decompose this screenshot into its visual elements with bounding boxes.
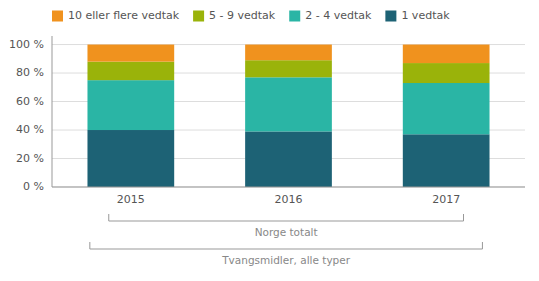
y-axis-line <box>52 36 53 187</box>
legend-label: 5 - 9 vedtak <box>209 9 276 22</box>
y-tick-label: 20 % <box>16 152 44 165</box>
legend-swatch <box>52 11 63 22</box>
annotation: Norge totalt <box>255 226 318 238</box>
bar-segment <box>87 130 174 187</box>
bracket <box>109 214 464 221</box>
bars <box>87 45 489 187</box>
legend: 10 eller flere vedtak 5 - 9 vedtak 2 - 4 v… <box>52 9 450 22</box>
y-tick-label: 80 % <box>16 66 44 79</box>
bar-segment <box>403 83 490 134</box>
bar-segment <box>245 77 332 131</box>
legend-swatch <box>385 11 396 22</box>
legend-swatch <box>289 11 300 22</box>
y-tick-label: 0 % <box>23 180 44 193</box>
grid <box>52 45 525 187</box>
bar-segment <box>403 134 490 187</box>
legend-label: 10 eller flere vedtak <box>68 9 180 22</box>
x-tick-label: 2017 <box>432 193 460 206</box>
y-tick-label: 60 % <box>16 95 44 108</box>
legend-swatch <box>193 11 204 22</box>
legend-label: 1 vedtak <box>401 9 450 22</box>
annotation: Tvangsmidler, alle typer <box>221 254 351 266</box>
annotations: Norge totalt Tvangsmidler, alle typer <box>90 214 483 266</box>
x-tick-label: 2015 <box>117 193 145 206</box>
y-tick-label: 40 % <box>16 123 44 136</box>
bar-segment <box>245 45 332 61</box>
bar-segment <box>403 63 490 83</box>
y-tick-label: 100 % <box>9 38 44 51</box>
chart: 0 % 20 % 40 % 60 % 80 % 100 % 2015 2016 2017 10 e… <box>0 0 539 281</box>
bracket <box>90 242 483 249</box>
legend-label: 2 - 4 vedtak <box>305 9 372 22</box>
bar-segment <box>87 80 174 130</box>
bar-segment <box>87 45 174 62</box>
x-tick-label: 2016 <box>275 193 303 206</box>
x-axis-line <box>52 187 525 188</box>
bar-segment <box>87 62 174 81</box>
bar-segment <box>245 131 332 187</box>
bar-segment <box>403 45 490 64</box>
grid-line <box>52 187 525 188</box>
bar-segment <box>245 60 332 77</box>
